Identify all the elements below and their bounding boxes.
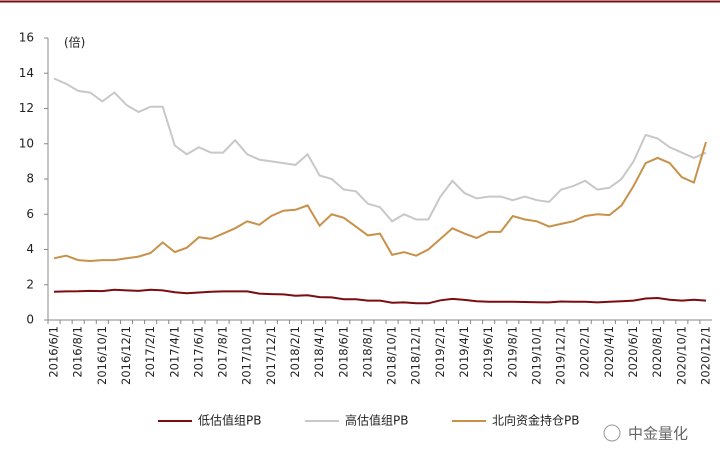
- x-tick-label: 2020/12/1: [698, 326, 712, 385]
- x-tick-label: 2020/10/1: [674, 326, 688, 385]
- x-tick-label: 2019/6/1: [481, 326, 495, 378]
- watermark-icon: [603, 424, 621, 442]
- x-tick-label: 2018/12/1: [409, 326, 423, 385]
- y-tick-label: 0: [26, 313, 34, 327]
- x-tick-label: 2017/4/1: [167, 326, 181, 378]
- x-tick-label: 2020/4/1: [602, 326, 616, 378]
- x-tick-label: 2016/8/1: [71, 326, 85, 378]
- x-tick-label: 2020/6/1: [626, 326, 640, 378]
- x-tick-label: 2019/10/1: [529, 326, 543, 385]
- y-tick-label: 10: [19, 136, 34, 150]
- series-line: [53, 141, 707, 263]
- x-tick-label: 2016/10/1: [95, 326, 109, 385]
- y-tick-label: 8: [26, 172, 34, 186]
- x-tick-label: 2018/6/1: [336, 326, 350, 378]
- series-line: [53, 288, 707, 305]
- x-tick-label: 2018/8/1: [360, 326, 374, 378]
- x-tick-label: 2020/8/1: [650, 326, 664, 378]
- y-tick-label: 16: [19, 31, 34, 45]
- x-tick-label: 2020/2/1: [578, 326, 592, 378]
- x-tick-label: 2017/6/1: [191, 326, 205, 378]
- y-tick-label: 6: [26, 207, 34, 221]
- x-tick-label: 2017/8/1: [216, 326, 230, 378]
- x-tick-label: 2016/12/1: [119, 326, 133, 385]
- x-tick-label: 2017/10/1: [240, 326, 254, 385]
- x-tick-label: 2019/2/1: [433, 326, 447, 378]
- x-tick-label: 2017/2/1: [143, 326, 157, 378]
- x-tick-label: 2018/2/1: [288, 326, 302, 378]
- series-line: [53, 77, 707, 223]
- watermark: 中金量化: [628, 425, 688, 443]
- legend-label: 低估值组PB: [198, 413, 261, 428]
- x-tick-label: 2018/10/1: [385, 326, 399, 385]
- x-tick-label: 2016/6/1: [47, 326, 61, 378]
- unit-annotation: (倍): [64, 35, 85, 50]
- y-tick-label: 4: [26, 242, 34, 256]
- x-tick-label: 2019/4/1: [457, 326, 471, 378]
- legend-label: 高估值组PB: [345, 413, 408, 428]
- legend-label: 北向资金持仓PB: [492, 413, 579, 428]
- x-tick-label: 2017/12/1: [264, 326, 278, 385]
- x-tick-label: 2019/8/1: [505, 326, 519, 378]
- y-tick-label: 2: [26, 277, 34, 291]
- x-tick-label: 2019/12/1: [554, 326, 568, 385]
- y-tick-label: 14: [19, 66, 34, 80]
- x-tick-label: 2018/4/1: [312, 326, 326, 378]
- y-tick-label: 12: [19, 101, 34, 115]
